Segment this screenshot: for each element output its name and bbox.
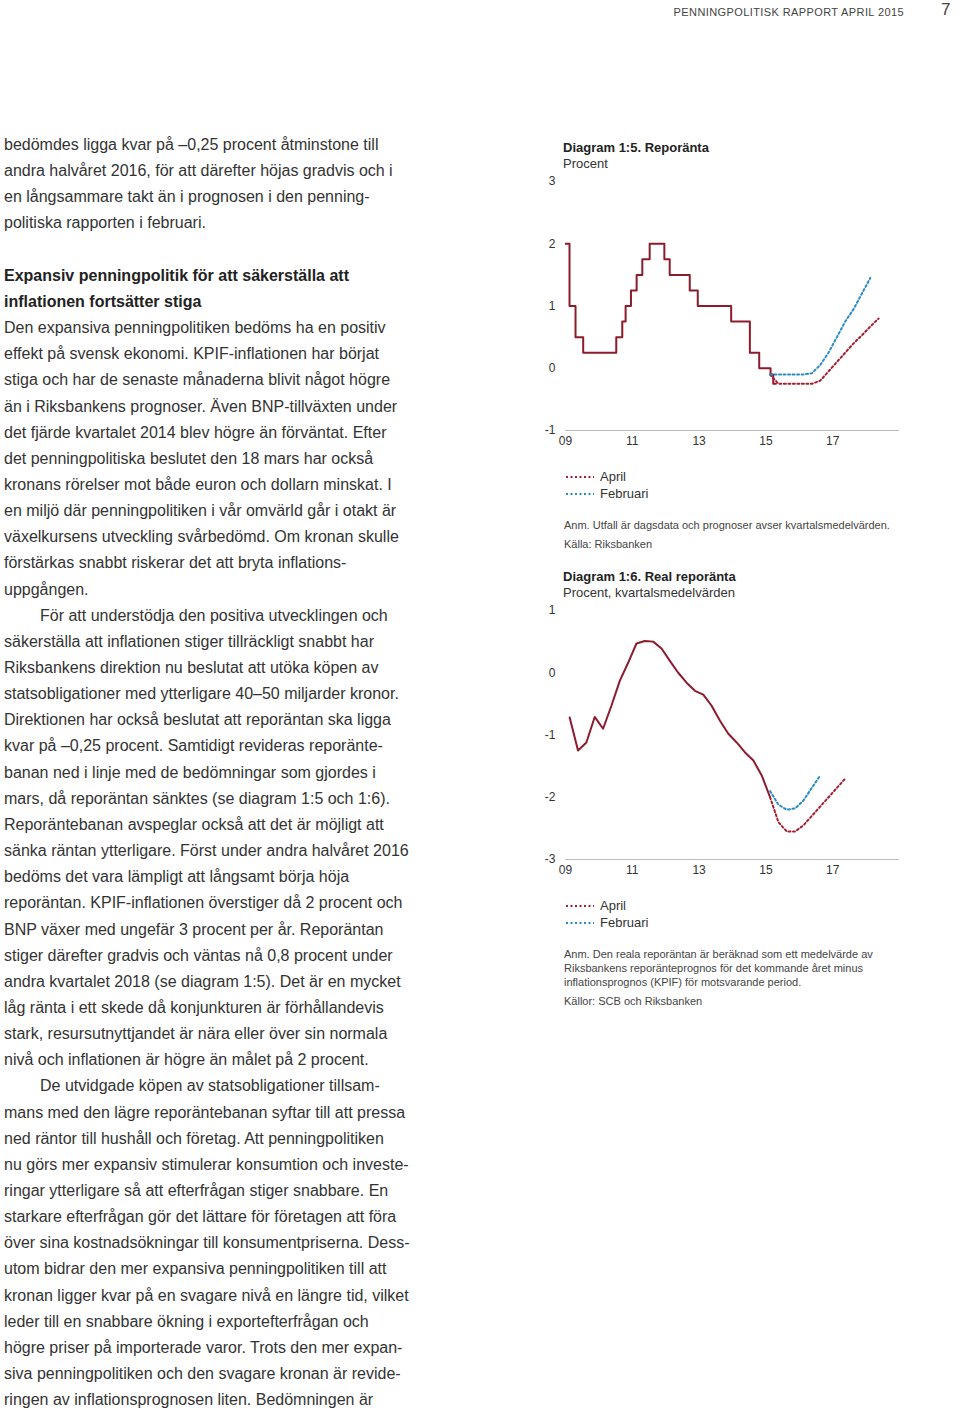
svg-text:09: 09 <box>559 434 573 448</box>
html-text:Februari: Februari <box>600 486 649 501</box>
html-text:låg ränta i ett skede då konju: låg ränta i ett skede då konjunkturen är… <box>4 998 384 1016</box>
html-text:Källa: Riksbanken: Källa: Riksbanken <box>564 538 653 550</box>
html-text:Direktionen har också beslutat: Direktionen har också beslutat att repor… <box>4 711 391 729</box>
html-text:mars, då reporäntan sänktes (s: mars, då reporäntan sänktes (se diagram … <box>4 789 390 807</box>
html-text:kvar på –0,25 procent. Samtidi: kvar på –0,25 procent. Samtidigt revider… <box>4 737 383 755</box>
html-text:växelkursens utveckling svårbe: växelkursens utveckling svårbedömd. Om k… <box>4 528 399 546</box>
svg-text:13: 13 <box>692 434 706 448</box>
html-text:säkerställa att inflationen st: säkerställa att inflationen stiger tillr… <box>4 632 374 650</box>
html-text:ringen av inflationsprognosen: ringen av inflationsprognosen liten. Bed… <box>4 1391 374 1409</box>
html-text:stark, resursutnyttjandet är n: stark, resursutnyttjandet är nära eller … <box>4 1025 388 1043</box>
html-text:Den expansiva penningpolitiken: Den expansiva penningpolitiken bedöms ha… <box>4 319 386 336</box>
html-text:uppgången.: uppgången. <box>4 580 89 598</box>
html-text:För att understödja den positi: För att understödja den positiva utveckl… <box>40 606 388 624</box>
html-text:siva penningpolitiken och den: siva penningpolitiken och den svagare kr… <box>4 1365 401 1382</box>
svg-text:0: 0 <box>549 666 556 680</box>
html-text:stiger därefter gradvis och vä: stiger därefter gradvis och väntas nå 0,… <box>4 946 393 964</box>
html-text:högre priser på importerade va: högre priser på importerade varor. Trots… <box>4 1338 403 1356</box>
html-text:inflationsprognos (KPIF) för m: inflationsprognos (KPIF) för motsvarande… <box>564 976 802 988</box>
html-text:Anm. Den reala reporäntan är b: Anm. Den reala reporäntan är beräknad so… <box>564 948 873 960</box>
svg-text:3: 3 <box>549 174 556 188</box>
svg-text:2: 2 <box>549 237 556 251</box>
html-text:Riksbankens reporänteprognos f: Riksbankens reporänteprognos för det kom… <box>564 962 863 974</box>
html-text:PENNINGPOLITISK RAPPORT APRIL: PENNINGPOLITISK RAPPORT APRIL 2015 <box>673 6 904 18</box>
html-text:än i Riksbankens prognoser. Äv: än i Riksbankens prognoser. Även BNP-til… <box>4 397 398 415</box>
html-text:stiga och har de senaste månad: stiga och har de senaste månaderna blivi… <box>4 371 390 389</box>
html-text:sänka räntan ytterligare. Förs: sänka räntan ytterligare. Först under an… <box>4 842 409 859</box>
html-text:effekt på svensk ekonomi. KPIF: effekt på svensk ekonomi. KPIF-inflation… <box>4 345 379 363</box>
html-text:starkare efterfrågan gör det l: starkare efterfrågan gör det lättare för… <box>4 1208 397 1226</box>
html-text:en långsammare takt än i progn: en långsammare takt än i prognosen i den… <box>4 188 370 206</box>
html-text:andra halvåret 2016, för att d: andra halvåret 2016, för att därefter hö… <box>4 162 393 180</box>
svg-text:-1: -1 <box>545 728 556 742</box>
svg-text:15: 15 <box>759 863 773 877</box>
html-text:över sina kostnadsökningar til: över sina kostnadsökningar till konsumen… <box>4 1234 410 1252</box>
html-text:Riksbankens direktion nu beslu: Riksbankens direktion nu beslutat att ut… <box>4 659 379 676</box>
svg-text:-1: -1 <box>545 423 556 437</box>
svg-text:17: 17 <box>826 863 840 877</box>
html-text:nivå och inflationen är högre: nivå och inflationen är högre än målet p… <box>4 1051 369 1069</box>
html-text:bedöms det vara lämpligt att l: bedöms det vara lämpligt att långsamt bö… <box>4 868 350 886</box>
svg-text:17: 17 <box>826 434 840 448</box>
html-text:bedömdes ligga kvar på –0,25 p: bedömdes ligga kvar på –0,25 procent åtm… <box>4 136 379 153</box>
html-text:Källor: SCB och Riksbanken: Källor: SCB och Riksbanken <box>564 995 703 1007</box>
html-text:Reporäntebanan avspeglar också: Reporäntebanan avspeglar också att det ä… <box>4 815 384 833</box>
html-text:Diagram 1:6. Real reporänta: Diagram 1:6. Real reporänta <box>563 569 736 584</box>
html-text:politiska rapporten i februari: politiska rapporten i februari. <box>4 214 206 232</box>
html-text:nu görs mer expansiv stimulera: nu görs mer expansiv stimulerar konsumti… <box>4 1155 409 1173</box>
html-text:kronan ligger kvar på en svaga: kronan ligger kvar på en svagare nivå en… <box>4 1286 409 1304</box>
html-text:inflationen fortsätter stiga: inflationen fortsätter stiga <box>4 292 202 310</box>
html-text:det fjärde kvartalet 2014 blev: det fjärde kvartalet 2014 blev högre än … <box>4 423 387 441</box>
svg-text:1: 1 <box>549 603 556 617</box>
html-text:De utvidgade köpen av statsobl: De utvidgade köpen av statsobligationer … <box>40 1077 380 1095</box>
html-text:BNP växer med ungefär 3 procen: BNP växer med ungefär 3 procent per år. … <box>4 920 384 938</box>
svg-text:1: 1 <box>549 299 556 313</box>
svg-text:09: 09 <box>559 863 573 877</box>
svg-text:11: 11 <box>626 863 639 877</box>
html-text:ned räntor till hushåll och fö: ned räntor till hushåll och företag. Att… <box>4 1129 384 1147</box>
html-text:ringar ytterligare så att efte: ringar ytterligare så att efterfrågan st… <box>4 1182 389 1199</box>
html-text:banan ned i linje med de bedöm: banan ned i linje med de bedömningar som… <box>4 763 376 781</box>
html-text:statsobligationer med ytterlig: statsobligationer med ytterligare 40–50 … <box>4 685 399 703</box>
svg-text:0: 0 <box>549 361 556 375</box>
html-text:leder till en snabbare ökning: leder till en snabbare ökning i exportef… <box>4 1312 369 1330</box>
html-text:Procent, kvartalsmedelvärden: Procent, kvartalsmedelvärden <box>563 585 735 600</box>
svg-text:15: 15 <box>759 434 773 448</box>
html-text:Februari: Februari <box>600 915 649 930</box>
html-text:reporäntan. KPIF-inflationen ö: reporäntan. KPIF-inflationen överstiger … <box>4 894 403 912</box>
html-text:mans med den lägre reporänteba: mans med den lägre reporäntebanan syftar… <box>4 1103 406 1121</box>
html-text:Procent: Procent <box>563 156 608 171</box>
svg-text:-3: -3 <box>545 852 556 866</box>
html-text:April: April <box>600 469 626 484</box>
svg-text:-2: -2 <box>545 790 556 804</box>
html-text:Anm. Utfall är dagsdata och pr: Anm. Utfall är dagsdata och prognoser av… <box>564 519 890 531</box>
html-text:Expansiv penningpolitik för at: Expansiv penningpolitik för att säkerstä… <box>4 266 349 284</box>
html-text:April: April <box>600 898 626 913</box>
html-text:utom bidrar den mer expansiva: utom bidrar den mer expansiva penningpol… <box>4 1260 387 1278</box>
svg-text:11: 11 <box>626 434 639 448</box>
html-text:Diagram 1:5. Reporänta: Diagram 1:5. Reporänta <box>563 140 709 155</box>
html-text:kronans rörelser mot både euro: kronans rörelser mot både euron och doll… <box>4 475 392 493</box>
html-text:det penningpolitiska beslutet: det penningpolitiska beslutet den 18 mar… <box>4 449 374 467</box>
html-text:7: 7 <box>941 0 951 19</box>
html-text:en miljö där penningpolitiken: en miljö där penningpolitiken i vår omvä… <box>4 502 397 520</box>
html-text:andra kvartalet 2018 (se diagr: andra kvartalet 2018 (se diagram 1:5). D… <box>4 972 401 990</box>
html-text:förstärkas snabbt riskerar det: förstärkas snabbt riskerar det att bryta… <box>4 554 347 572</box>
svg-text:13: 13 <box>692 863 706 877</box>
